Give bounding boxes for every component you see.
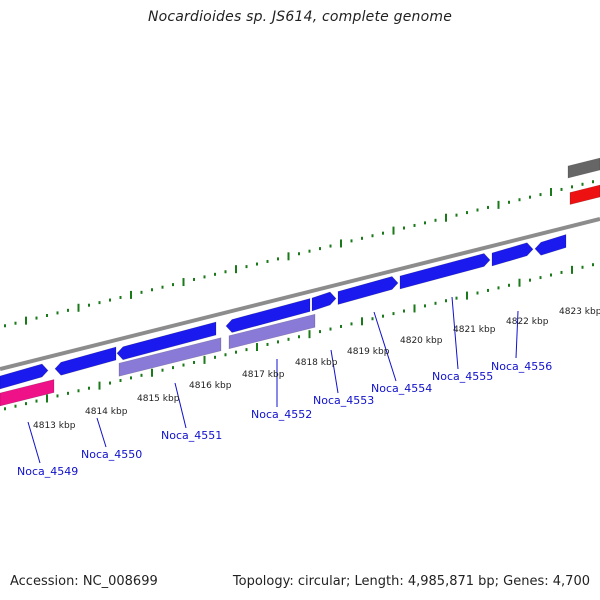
reverse-cds-arrow — [118, 337, 222, 377]
label-connector-line — [27, 421, 41, 464]
kbp-label: 4820 kbp — [400, 336, 443, 346]
feature-track — [0, 157, 600, 407]
label-connector-line — [330, 349, 339, 394]
gene-label: Noca_4555 — [432, 370, 493, 383]
kbp-label: 4822 kbp — [506, 317, 549, 327]
kbp-label-group: 4813 kbp 4814 kbp 4815 kbp 4816 kbp 4817 kbp… — [33, 307, 600, 431]
cds-arrow — [337, 276, 399, 305]
inner-tick-ring — [4, 263, 594, 411]
label-connector-line — [373, 311, 397, 382]
gene-label: Noca_4554 — [371, 382, 432, 395]
kbp-label: 4823 kbp — [559, 307, 600, 317]
gray-feature-arrow — [567, 157, 600, 179]
cds-arrow — [311, 291, 337, 312]
pink-feature-arrow — [0, 379, 55, 407]
kbp-label: 4815 kbp — [137, 394, 180, 404]
cds-arrow — [225, 298, 311, 333]
kbp-label: 4813 kbp — [33, 421, 76, 431]
cds-arrow — [116, 321, 217, 361]
label-connector-line — [96, 417, 107, 448]
kbp-label: 4817 kbp — [242, 370, 285, 380]
backbone-line — [0, 217, 600, 371]
red-feature-arrow — [569, 184, 600, 205]
kbp-label: 4819 kbp — [347, 347, 390, 357]
label-connectors — [27, 296, 519, 464]
cds-arrow — [0, 363, 49, 390]
kbp-label: 4816 kbp — [189, 381, 232, 391]
label-connector-line — [174, 382, 187, 429]
cds-arrow — [54, 346, 117, 376]
gene-label: Noca_4552 — [251, 408, 312, 421]
label-connector-line — [515, 310, 519, 359]
cds-arrow — [399, 253, 491, 290]
accession-label: Accession: NC_008699 — [10, 574, 158, 589]
kbp-label: 4821 kbp — [453, 325, 496, 335]
cds-arrow — [534, 234, 567, 256]
kbp-label: 4814 kbp — [85, 407, 128, 417]
gene-label: Noca_4553 — [313, 394, 374, 407]
topology-label: Topology: circular; Length: 4,985,871 bp… — [232, 574, 590, 589]
map-title: Nocardioides sp. JS614, complete genome — [147, 9, 453, 25]
gene-label-group: Noca_4549Noca_4550Noca_4551Noca_4552Noca… — [17, 360, 552, 478]
cds-arrow — [491, 242, 534, 267]
gene-label: Noca_4550 — [81, 448, 142, 461]
gene-label: Noca_4549 — [17, 465, 78, 478]
genome-backbone — [0, 217, 600, 371]
label-connector-line — [451, 296, 459, 370]
gene-label: Noca_4556 — [491, 360, 552, 373]
outer-tick-ring — [4, 180, 594, 328]
reverse-cds-arrow — [228, 313, 316, 350]
gene-label: Noca_4551 — [161, 429, 222, 442]
kbp-label: 4818 kbp — [295, 358, 338, 368]
